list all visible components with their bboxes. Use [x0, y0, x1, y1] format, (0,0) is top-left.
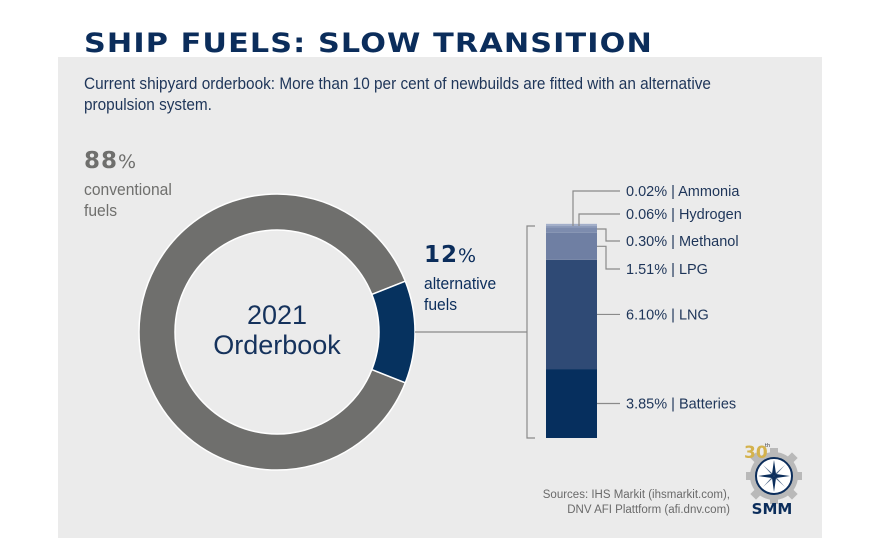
subtitle: Current shipyard orderbook: More than 10…: [84, 75, 711, 114]
sources-note: Sources: IHS Markit (ihsmarkit.com), DNV…: [543, 488, 730, 518]
bar-segment-methanol: [546, 227, 597, 233]
alternative-percentage: 12%: [424, 243, 477, 268]
anniversary-suffix: th: [765, 443, 770, 449]
alternative-label-line1: alternative: [424, 274, 497, 293]
bar-legend: 3.85% | Batteries 6.10% | LNG 1.51% | LPG 0…: [572, 184, 742, 413]
alternative-label: alternative fuels: [424, 273, 496, 315]
smm-logo: 30 th: [744, 443, 802, 504]
sources-line2: DNV AFI Plattform (afi.dnv.com): [567, 504, 730, 516]
conventional-label: conventional fuels: [84, 179, 172, 221]
data-label-lpg: 1.51% | LPG: [626, 262, 708, 278]
background-panel: [58, 57, 822, 538]
bar-segment-batteries: [546, 369, 597, 438]
stacked-bar-chart: [546, 223, 597, 438]
conventional-percent-symbol: %: [118, 151, 138, 173]
bar-segment-lpg: [546, 232, 597, 260]
bar-segment-hydrogen: [546, 225, 597, 228]
conventional-percentage: 88%: [84, 149, 137, 174]
anniversary-badge: 30: [744, 443, 768, 463]
donut-center-label: 2021 Orderbook: [177, 300, 377, 360]
compass-rose-icon: [758, 460, 790, 492]
data-label-batteries: 3.85% | Batteries: [626, 397, 736, 413]
donut-center-year: 2021: [246, 300, 308, 330]
alternative-label-line2: fuels: [424, 295, 458, 314]
alternative-percent-symbol: %: [458, 245, 478, 267]
page-title: SHIP FUELS: SLOW TRANSITION: [84, 28, 653, 59]
leader-line-ammonia: [572, 190, 620, 226]
data-label-lng: 6.10% | LNG: [626, 307, 709, 323]
sources-line1: Sources: IHS Markit (ihsmarkit.com),: [542, 489, 730, 501]
conventional-value: 88: [84, 148, 119, 174]
conventional-label-line2: fuels: [84, 201, 118, 220]
donut-chart: [138, 193, 416, 471]
smm-logo-text: SMM: [751, 500, 793, 518]
bracket-line: [526, 225, 535, 439]
data-label-ammonia: 0.02% | Ammonia: [626, 184, 740, 200]
conventional-label-line1: conventional: [84, 180, 172, 199]
donut-slice-conventional: [138, 193, 407, 471]
donut-slice-alternative: [370, 280, 416, 384]
data-label-hydrogen: 0.06% | Hydrogen: [626, 207, 742, 223]
bar-segment-lng: [546, 259, 597, 370]
alternative-value: 12: [424, 242, 459, 268]
leader-line-methanol: [597, 228, 620, 242]
leader-line-hydrogen: [578, 213, 620, 226]
leader-line-lpg: [597, 245, 620, 270]
donut-center-text: Orderbook: [213, 330, 341, 360]
data-label-methanol: 0.30% | Methanol: [626, 234, 739, 250]
bar-segment-ammonia: [546, 223, 597, 226]
bracket-connector: [415, 225, 535, 439]
